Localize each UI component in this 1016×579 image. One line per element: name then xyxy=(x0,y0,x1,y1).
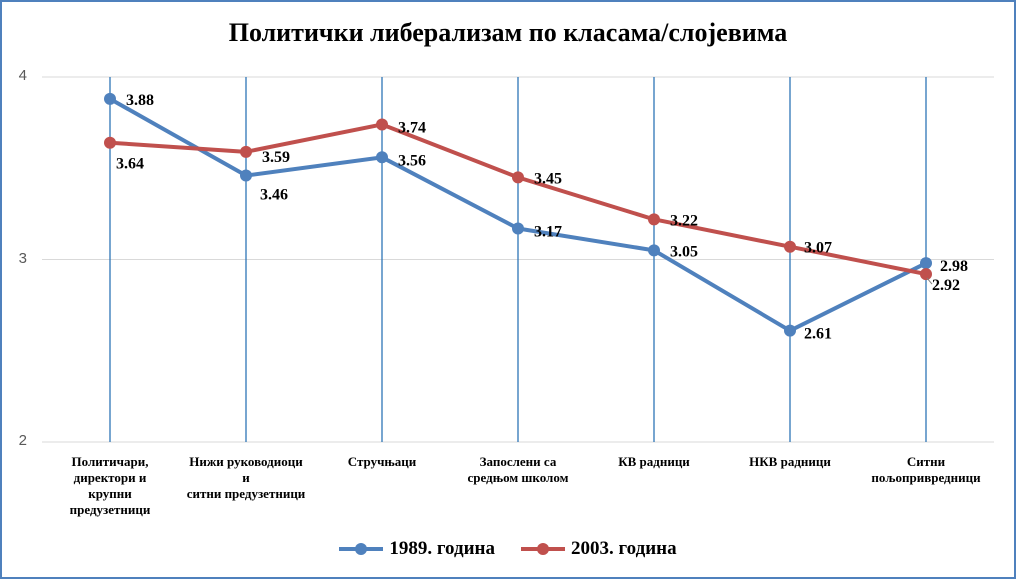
data-label: 3.88 xyxy=(126,92,154,109)
data-point xyxy=(648,213,660,226)
x-category-label: КВ радници xyxy=(618,454,690,469)
x-category-label: Ситни пољопривредници xyxy=(871,454,981,485)
legend-label: 1989. година xyxy=(389,538,495,559)
y-tick-label: 4 xyxy=(18,67,27,84)
data-label: 2.61 xyxy=(804,326,832,343)
x-category-label: НКВ радници xyxy=(749,454,831,469)
y-tick-label: 3 xyxy=(18,249,27,267)
x-category-label: Стручњаци xyxy=(347,454,417,469)
x-category-label: Нижи руководиоци и ситни предузетници xyxy=(186,454,306,501)
data-label: 3.22 xyxy=(670,212,698,229)
legend-swatch-marker xyxy=(537,543,549,555)
legend-label: 2003. година xyxy=(571,538,677,559)
data-label: 3.74 xyxy=(398,119,426,136)
legend: 1989. година 2003. година xyxy=(2,538,1014,560)
legend-item: 2003. година xyxy=(521,538,677,560)
data-point xyxy=(512,222,524,235)
data-point xyxy=(376,118,388,131)
legend-item: 1989. година xyxy=(339,538,495,560)
data-label: 3.45 xyxy=(534,170,562,187)
data-label: 3.07 xyxy=(804,240,832,257)
data-point xyxy=(648,244,660,257)
data-label: 3.64 xyxy=(116,156,144,173)
data-point xyxy=(920,257,932,270)
data-label: 2.92 xyxy=(932,277,960,294)
chart-title: Политички либерализам по класама/слојеви… xyxy=(228,18,788,47)
data-point xyxy=(920,268,932,281)
data-point xyxy=(240,145,252,158)
legend-swatch-marker xyxy=(355,543,368,555)
data-point xyxy=(512,171,524,184)
data-label: 3.05 xyxy=(670,243,698,260)
data-point xyxy=(240,169,252,182)
data-point xyxy=(784,324,796,337)
y-tick-label: 2 xyxy=(18,432,27,449)
data-point xyxy=(784,240,796,253)
data-label: 3.17 xyxy=(534,223,562,240)
label-leader xyxy=(926,277,933,285)
data-point xyxy=(104,136,116,149)
data-label: 3.56 xyxy=(398,152,426,169)
data-label: 2.98 xyxy=(940,258,968,275)
x-category-label: Запослени са средњом школом xyxy=(467,454,569,485)
legend-swatch xyxy=(521,543,565,555)
data-point xyxy=(104,92,116,105)
x-category-label: Политичари, директори и крупни предузетн… xyxy=(69,454,151,517)
data-label: 3.59 xyxy=(262,149,290,166)
legend-swatch xyxy=(339,543,384,555)
data-label: 3.46 xyxy=(260,187,288,204)
data-point xyxy=(376,151,388,164)
